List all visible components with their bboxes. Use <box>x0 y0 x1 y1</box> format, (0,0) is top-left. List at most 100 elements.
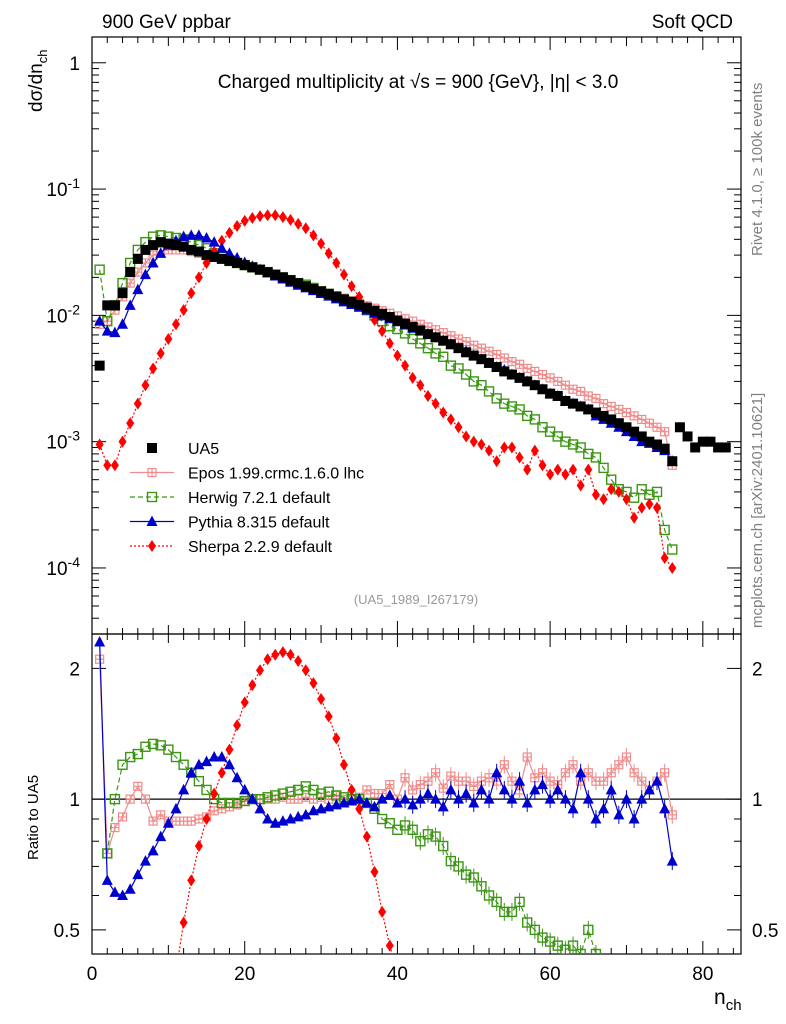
point-data <box>270 269 281 280</box>
ratio-point-herwig <box>170 751 182 763</box>
ratio-point-epos <box>194 814 204 824</box>
point-sherpa <box>622 493 631 506</box>
ratio-point-pythia <box>201 755 213 767</box>
point-pythia <box>147 256 159 268</box>
point-herwig <box>552 431 563 442</box>
point-data <box>132 253 143 264</box>
point-data <box>652 439 663 450</box>
ratio-point-herwig <box>499 906 510 918</box>
ratio-point-epos <box>140 794 151 804</box>
ratio-point-epos <box>453 776 464 786</box>
ratio-point-sherpa <box>339 758 348 771</box>
point-sherpa <box>462 430 471 443</box>
ratio-point-epos <box>117 812 128 822</box>
point-data <box>232 257 243 268</box>
ratio-line-sherpa <box>178 651 393 954</box>
ratio-point-pythia <box>575 766 587 778</box>
ratio-axes: 0 20 40 60 80 2 2 1 1 0.5 0.5 <box>54 634 778 985</box>
ratio-point-pythia <box>300 808 312 820</box>
point-herwig <box>590 452 602 463</box>
ratio-point-pythia <box>567 802 579 814</box>
point-sherpa <box>255 210 264 223</box>
ratio-y-tick-label-right: 0.5 <box>752 921 778 942</box>
point-epos <box>492 349 502 360</box>
point-sherpa <box>118 435 127 448</box>
main-plot-area <box>94 209 731 574</box>
point-data <box>560 395 571 406</box>
point-sherpa <box>133 397 142 410</box>
point-sherpa <box>584 463 593 476</box>
point-sherpa <box>210 245 219 258</box>
point-sherpa <box>630 511 639 524</box>
ratio-point-pythia <box>132 868 144 880</box>
point-sherpa <box>507 441 516 454</box>
ratio-point-epos <box>110 822 120 833</box>
point-herwig <box>491 393 502 404</box>
ratio-point-pythia <box>178 783 190 795</box>
ratio-point-pythia <box>468 796 480 808</box>
ratio-point-epos <box>461 776 471 786</box>
point-data <box>239 260 250 271</box>
point-sherpa <box>271 209 280 222</box>
ratio-point-herwig <box>514 896 525 908</box>
ratio-point-herwig <box>193 775 205 787</box>
point-data <box>316 286 327 297</box>
point-sherpa <box>393 349 402 362</box>
point-sherpa <box>301 222 310 235</box>
ratio-point-herwig <box>491 896 502 908</box>
ratio-point-pythia <box>407 798 419 810</box>
point-sherpa <box>240 214 249 227</box>
point-sherpa <box>110 459 119 472</box>
point-data <box>361 302 372 313</box>
ratio-point-pythia <box>636 793 648 804</box>
ratio-point-sherpa <box>225 743 234 756</box>
ratio-point-sherpa <box>332 732 341 745</box>
ratio-point-sherpa <box>355 802 364 815</box>
point-epos <box>637 414 647 425</box>
ratio-series-herwig <box>102 738 602 954</box>
point-data <box>369 305 380 316</box>
ratio-point-epos <box>469 781 479 791</box>
ratio-point-pythia <box>521 796 533 808</box>
point-data <box>491 362 502 373</box>
ratio-point-pythia <box>590 813 602 824</box>
ratio-point-pythia <box>246 793 258 804</box>
point-data <box>644 436 655 447</box>
ratio-point-herwig <box>506 906 518 918</box>
ratio-point-epos <box>614 760 624 770</box>
ratio-point-pythia <box>231 771 243 783</box>
ratio-point-sherpa <box>255 664 264 677</box>
ratio-point-sherpa <box>210 787 219 800</box>
x-tick-label: 40 <box>387 964 408 985</box>
ratio-point-sherpa <box>362 830 371 843</box>
point-data <box>514 372 525 383</box>
ratio-point-herwig <box>384 818 395 829</box>
point-sherpa <box>286 213 295 226</box>
point-data <box>506 369 517 380</box>
ratio-y-tick-label-right: 1 <box>752 790 763 811</box>
point-herwig <box>651 486 663 498</box>
point-data <box>224 255 235 266</box>
ratio-point-pythia <box>254 802 266 814</box>
ratio-point-herwig <box>231 797 243 809</box>
point-data <box>308 283 319 294</box>
point-sherpa <box>439 406 448 419</box>
point-data <box>629 426 640 437</box>
point-data <box>293 278 304 289</box>
ratio-point-sherpa <box>263 653 272 666</box>
ratio-point-herwig <box>308 784 319 796</box>
point-data <box>613 418 624 429</box>
ratio-point-pythia <box>620 793 632 804</box>
point-pythia <box>193 229 205 240</box>
ratio-point-herwig <box>277 788 289 799</box>
ratio-point-sherpa <box>378 905 387 918</box>
legend-label-epos: Epos 1.99.crmc.1.6.0 lhc <box>188 466 364 483</box>
legend-label-sherpa: Sherpa 2.2.9 default <box>188 539 333 556</box>
point-herwig <box>438 351 449 362</box>
ratio-point-herwig <box>124 751 136 763</box>
legend-marker-sherpa <box>148 540 156 552</box>
ratio-point-herwig <box>567 940 579 951</box>
point-data <box>415 325 426 336</box>
point-sherpa <box>339 268 348 281</box>
ratio-point-epos <box>430 768 441 778</box>
